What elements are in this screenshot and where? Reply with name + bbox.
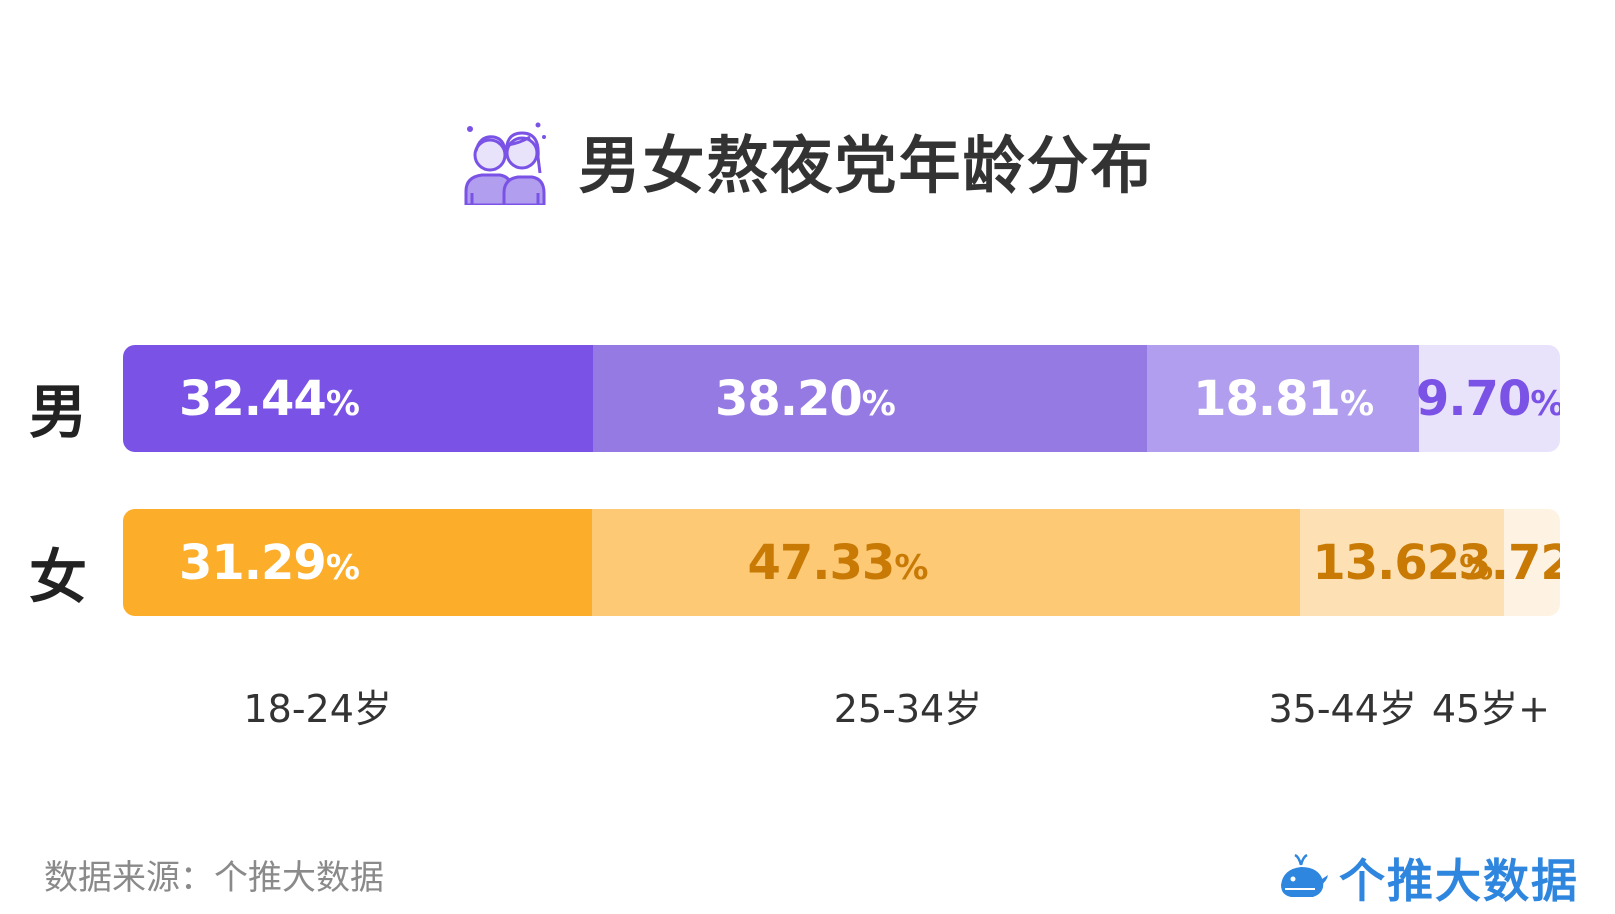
brand-name: 个推大数据 [1339,854,1579,908]
data-source: 数据来源：个推大数据 [44,858,384,898]
bar-segment-female-2: 13.62% [1300,509,1505,616]
whale-icon [1281,853,1328,897]
category-label: 25-34岁 [833,687,983,731]
bar-female: 31.29% 47.33% 13.62%3.72% [123,509,1560,616]
category-label: 18-24岁 [243,687,392,731]
people-icon [464,122,547,205]
bar-segment-female-1: 47.33% [591,509,1301,616]
category-label: 35-44岁 [1268,687,1417,731]
series-label-male: 男 [28,378,87,446]
data-label: 9.70% [1415,370,1560,427]
category-label: 45岁+ [1431,687,1551,731]
bar-segment-male-2: 18.81% [1146,345,1420,452]
bar-segment-female-0: 31.29% [123,509,592,616]
bar-segment-female-3: 3.72% [1458,509,1560,616]
data-label: 47.33% [747,534,928,591]
bar-segment-male-0: 32.44% [123,345,594,452]
data-label: 3.72% [1458,534,1560,591]
data-label: 38.20% [714,370,896,427]
data-label: 13.62% [1312,534,1493,591]
series-label-female: 女 [28,543,87,611]
data-label: 18.81% [1193,370,1374,427]
bar-male: 32.44% 38.20% 18.81% 9.70% [123,345,1560,452]
chart-title: 男女熬夜党年龄分布 [578,129,1155,202]
bar-segment-male-1: 38.20% [593,345,1147,452]
chart-title-area: 男女熬夜党年龄分布 [0,115,1615,209]
bar-segment-male-3: 9.70% [1415,345,1560,452]
data-label: 31.29% [179,534,360,591]
data-label: 32.44% [179,370,360,427]
age-axis: 18-24岁 25-34岁 35-44岁 45岁+ [0,678,1615,731]
brand-logo: 个推大数据 [1275,845,1579,911]
